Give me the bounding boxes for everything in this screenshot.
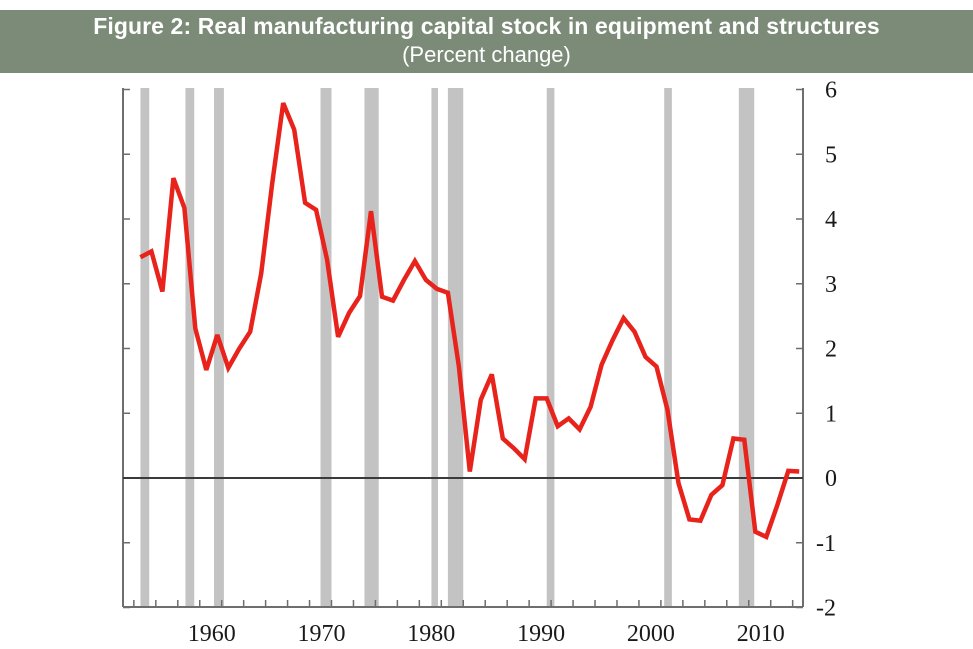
recession-bar xyxy=(364,88,379,607)
tick-labels-group: 6 5 4 3 2 1 0 -1 -2 1960 1970 1980 1990 2000 2010 xyxy=(188,78,837,648)
figure-subtitle: (Percent change) xyxy=(402,42,571,67)
figure-header: Figure 2: Real manufacturing capital sto… xyxy=(0,10,973,73)
recession-bar xyxy=(320,88,332,607)
recession-bar xyxy=(214,88,224,607)
recession-bar xyxy=(664,88,672,607)
y-tick-label: 6 xyxy=(825,78,837,104)
y-tick-label: 5 xyxy=(825,142,837,168)
x-tick-label: 2010 xyxy=(737,621,785,647)
y-tick-label: 3 xyxy=(825,272,837,298)
y-tick-label: -1 xyxy=(816,531,836,557)
x-tick-label: 1970 xyxy=(298,621,346,647)
x-tick-label: 1980 xyxy=(407,621,455,647)
y-tick-label: 2 xyxy=(825,337,837,363)
y-tick-label: 0 xyxy=(825,466,837,492)
x-tick-label: 2000 xyxy=(627,621,675,647)
y-tick-label: -2 xyxy=(816,596,836,622)
figure-title: Figure 2: Real manufacturing capital sto… xyxy=(93,13,880,39)
x-tick-label: 1990 xyxy=(517,621,565,647)
series-line xyxy=(139,102,800,541)
recession-bar xyxy=(738,88,755,607)
x-tick-label: 1960 xyxy=(188,621,236,647)
recession-bar xyxy=(140,88,150,607)
y-tick-label: 4 xyxy=(825,207,837,233)
y-tick-label: 1 xyxy=(825,401,837,427)
recession-shading-group xyxy=(140,88,755,607)
axes-group xyxy=(122,88,804,609)
recession-bar xyxy=(431,88,439,607)
series-group xyxy=(139,102,800,541)
recession-bar xyxy=(546,88,555,607)
recession-bar xyxy=(185,88,195,607)
